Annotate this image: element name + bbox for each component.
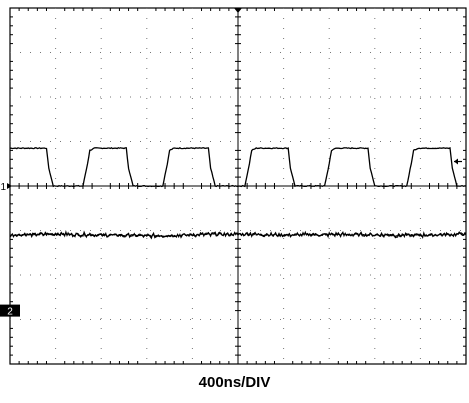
trace-channel-2-overlay — [9, 229, 467, 240]
timebase-label: 400ns/DIV — [198, 374, 271, 391]
traces — [9, 146, 467, 240]
channel-markers: 12 — [0, 158, 462, 318]
channel-marker-arrow — [7, 183, 12, 189]
channel-marker-label: 2 — [7, 307, 13, 318]
trigger-position-marker — [234, 8, 242, 13]
channel-marker-label: 1 — [0, 182, 6, 193]
level-arrow-icon — [454, 158, 458, 165]
trace-channel-1 — [9, 146, 467, 188]
channel-marker-box — [0, 304, 20, 317]
